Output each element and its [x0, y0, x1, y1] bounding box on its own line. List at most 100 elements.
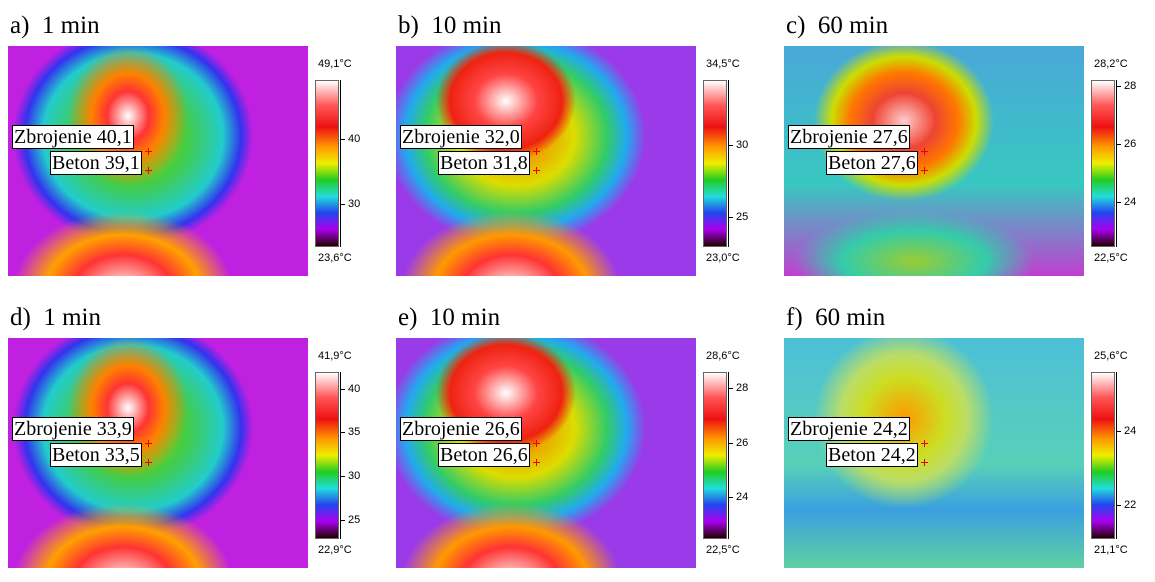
- scale-tick-label: 30: [348, 470, 360, 482]
- marker: [921, 440, 928, 447]
- scale-tick-label: 24: [1124, 196, 1136, 208]
- panel-time: 10 min: [431, 12, 501, 39]
- reinforcement-label: Zbrojenie 24,2: [788, 417, 910, 441]
- scale-tick-label: 28: [736, 382, 748, 394]
- scale-tick: [728, 145, 733, 146]
- scale-tick-label: 25: [348, 514, 360, 526]
- scale-tick-label: 28: [1124, 80, 1136, 92]
- scale-tick: [340, 476, 345, 477]
- marker: [533, 440, 540, 447]
- color-scale: [315, 372, 339, 539]
- scale-tick: [1116, 144, 1121, 145]
- scale-tick-label: 26: [736, 437, 748, 449]
- scale-tick-label: 22: [1124, 499, 1136, 511]
- panel-time: 60 min: [818, 12, 888, 39]
- reinforcement-label: Zbrojenie 40,1: [12, 125, 134, 149]
- scale-max: 49,1°C: [318, 58, 352, 70]
- scale-max: 34,5°C: [706, 58, 740, 70]
- scale-tick: [340, 389, 345, 390]
- marker: [533, 167, 540, 174]
- scale-max: 41,9°C: [318, 350, 352, 362]
- concrete-label: Beton 39,1: [50, 151, 142, 175]
- panel-heading: f) 60 min: [786, 304, 885, 332]
- concrete-label: Beton 27,6: [826, 151, 918, 175]
- scale-tick: [728, 497, 733, 498]
- color-scale: [315, 80, 339, 247]
- marker: [145, 459, 152, 466]
- panel-letter: f): [786, 304, 803, 331]
- scale-tick: [728, 217, 733, 218]
- scale-min: 22,5°C: [1094, 252, 1128, 264]
- scale-tick: [340, 520, 345, 521]
- scale-min: 23,6°C: [318, 252, 352, 264]
- reinforcement-label: Zbrojenie 27,6: [788, 125, 910, 149]
- scale-tick: [340, 432, 345, 433]
- scale-tick-label: 26: [1124, 138, 1136, 150]
- panel-heading: e) 10 min: [398, 304, 500, 332]
- panel-heading: d) 1 min: [10, 304, 101, 332]
- panel-time: 10 min: [430, 304, 500, 331]
- marker: [921, 459, 928, 466]
- scale-tick-label: 24: [1124, 425, 1136, 437]
- panel-heading: c) 60 min: [786, 12, 888, 40]
- color-scale: [1091, 372, 1115, 539]
- concrete-label: Beton 26,6: [438, 443, 530, 467]
- panel-letter: e): [398, 304, 417, 331]
- color-scale: [703, 372, 727, 539]
- scale-tick-label: 40: [348, 383, 360, 395]
- figure: (() => { const data = JSON.parse(documen…: [0, 0, 1155, 557]
- scale-tick: [1116, 86, 1121, 87]
- marker: [921, 167, 928, 174]
- marker: [921, 148, 928, 155]
- panel-letter: b): [398, 12, 419, 39]
- concrete-label: Beton 31,8: [438, 151, 530, 175]
- scale-tick: [1116, 202, 1121, 203]
- marker: [533, 148, 540, 155]
- scale-min: 23,0°C: [706, 252, 740, 264]
- reinforcement-label: Zbrojenie 33,9: [12, 417, 134, 441]
- color-scale: [703, 80, 727, 247]
- scale-tick: [728, 388, 733, 389]
- scale-axis: [1116, 80, 1117, 247]
- scale-tick: [1116, 505, 1121, 506]
- scale-axis: [340, 80, 341, 247]
- scale-axis: [1116, 372, 1117, 539]
- scale-tick-label: 25: [736, 211, 748, 223]
- marker: [145, 167, 152, 174]
- panel-heading: a) 1 min: [10, 12, 100, 40]
- panel-letter: a): [10, 12, 29, 39]
- scale-tick: [340, 204, 345, 205]
- marker: [533, 459, 540, 466]
- reinforcement-label: Zbrojenie 26,6: [400, 417, 522, 441]
- concrete-label: Beton 24,2: [826, 443, 918, 467]
- concrete-label: Beton 33,5: [50, 443, 142, 467]
- panel-time: 60 min: [815, 304, 885, 331]
- scale-tick-label: 40: [348, 133, 360, 145]
- marker: [145, 148, 152, 155]
- scale-axis: [340, 372, 341, 539]
- scale-min: 22,9°C: [318, 544, 352, 556]
- scale-max: 25,6°C: [1094, 350, 1128, 362]
- scale-tick: [340, 139, 345, 140]
- scale-tick-label: 35: [348, 426, 360, 438]
- scale-axis: [728, 80, 729, 247]
- scale-tick-label: 30: [348, 198, 360, 210]
- reinforcement-label: Zbrojenie 32,0: [400, 125, 522, 149]
- panel-time: 1 min: [43, 304, 101, 331]
- panel-letter: c): [786, 12, 805, 39]
- scale-tick: [1116, 431, 1121, 432]
- scale-min: 21,1°C: [1094, 544, 1128, 556]
- scale-max: 28,2°C: [1094, 58, 1128, 70]
- scale-tick: [728, 443, 733, 444]
- color-scale: [1091, 80, 1115, 247]
- scale-tick-label: 30: [736, 139, 748, 151]
- scale-min: 22,5°C: [706, 544, 740, 556]
- panel-time: 1 min: [42, 12, 100, 39]
- panel-heading: b) 10 min: [398, 12, 501, 40]
